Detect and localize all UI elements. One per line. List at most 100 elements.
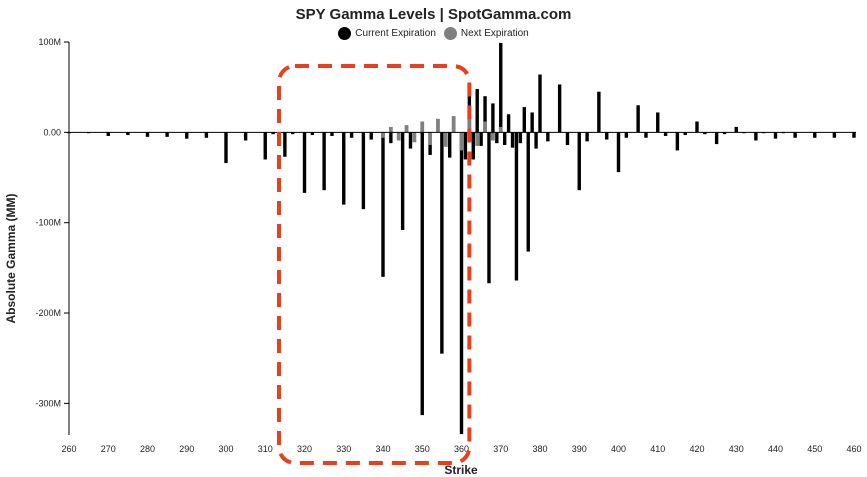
x-axis: 260 270 280 290 300 310 320 330 340 350 360 370 380 3… (61, 444, 861, 454)
current-expiration-bar (310, 132, 315, 136)
current-expiration-bar (369, 132, 373, 140)
current-expiration-bar (852, 132, 856, 138)
current-expiration-bar (734, 126, 738, 133)
current-expiration-bar (271, 132, 275, 135)
x-tick-label: 400 (611, 444, 626, 454)
current-expiration-bar (675, 132, 680, 151)
current-expiration-bar (495, 132, 499, 144)
legend-dot-icon (338, 27, 352, 40)
x-tick-label: 290 (179, 444, 194, 454)
y-tick-label: -100M (35, 218, 61, 228)
next-expiration-bar (420, 121, 425, 133)
current-expiration-bar (440, 132, 444, 354)
next-expiration-bar (483, 121, 487, 133)
next-expiration-bar (381, 132, 385, 138)
current-expiration-bar (636, 105, 640, 133)
current-expiration-bar (605, 132, 609, 140)
legend-label-current-expiration: Current Expiration (355, 28, 436, 39)
current-expiration-bar (479, 132, 483, 146)
current-expiration-bar (459, 132, 464, 435)
bars (67, 42, 856, 435)
x-tick-label: 440 (768, 444, 783, 454)
x-tick-label: 330 (336, 444, 351, 454)
current-expiration-bar (263, 132, 267, 160)
current-expiration-bar (400, 132, 405, 230)
current-expiration-bar (483, 96, 487, 133)
current-expiration-bar (656, 112, 660, 133)
x-tick-label: 450 (807, 444, 822, 454)
x-tick-label: 350 (415, 444, 430, 454)
legend-item-next-expiration[interactable]: Next Expiration (443, 27, 529, 40)
current-expiration-bar (487, 132, 491, 284)
x-tick-label: 300 (218, 444, 233, 454)
current-expiration-bar (408, 132, 413, 149)
current-expiration-bar (514, 132, 519, 281)
x-tick-label: 270 (101, 444, 116, 454)
current-expiration-bar (714, 132, 719, 145)
current-expiration-bar (624, 132, 629, 138)
current-expiration-bar (302, 132, 307, 193)
current-expiration-bar (703, 132, 707, 135)
current-expiration-bar (463, 132, 468, 160)
current-expiration-bar (565, 132, 570, 145)
next-expiration-bar (412, 132, 417, 143)
current-expiration-bar (616, 132, 621, 173)
next-expiration-bar (475, 132, 480, 146)
x-tick-label: 460 (846, 444, 861, 454)
next-expiration-bar (396, 132, 401, 141)
current-expiration-bar (754, 132, 758, 141)
x-tick-label: 390 (572, 444, 587, 454)
current-expiration-bar (538, 74, 542, 133)
x-tick-label: 280 (140, 444, 155, 454)
legend-item-current-expiration[interactable]: Current Expiration (338, 27, 436, 40)
current-expiration-bar (546, 132, 550, 142)
next-expiration-bar (459, 132, 464, 151)
x-tick-label: 320 (297, 444, 312, 454)
next-expiration-bar (451, 116, 456, 133)
current-expiration-bar (530, 112, 534, 133)
current-expiration-bar (502, 132, 507, 145)
current-expiration-bar (644, 132, 648, 138)
x-tick-label: 410 (650, 444, 665, 454)
current-expiration-bar (145, 132, 150, 137)
current-expiration-bar (499, 42, 503, 133)
x-tick-label: 260 (61, 444, 76, 454)
current-expiration-bar (283, 132, 287, 157)
current-expiration-bar (506, 114, 511, 133)
current-expiration-bar (832, 132, 837, 138)
current-expiration-bar (106, 132, 110, 136)
current-expiration-bar (534, 132, 538, 149)
y-tick-label: -200M (35, 308, 61, 318)
current-expiration-bar (448, 132, 452, 158)
x-tick-label: 380 (532, 444, 547, 454)
current-expiration-bar (585, 132, 589, 142)
legend-dot-icon (443, 27, 457, 40)
current-expiration-bar (773, 132, 778, 139)
current-expiration-bar (126, 132, 130, 136)
current-expiration-bar (695, 121, 699, 133)
current-expiration-bar (722, 132, 727, 135)
current-expiration-bar (381, 132, 385, 277)
next-expiration-bar (443, 132, 448, 147)
current-expiration-bar (420, 132, 424, 416)
current-expiration-bar (342, 132, 346, 205)
highlight-box (276, 64, 472, 465)
current-expiration-bar (291, 132, 295, 135)
current-expiration-bar (510, 132, 515, 148)
current-expiration-bar (243, 132, 248, 141)
current-expiration-bar (471, 132, 475, 160)
current-expiration-bar (349, 132, 354, 138)
y-tick-label: 100M (38, 37, 61, 47)
current-expiration-bar (518, 132, 523, 144)
current-expiration-bar (204, 132, 209, 138)
next-expiration-bar (428, 132, 432, 145)
current-expiration-bar (577, 132, 581, 191)
current-expiration-bar (522, 107, 526, 133)
chart-title: SPY Gamma Levels | SpotGamma.com (295, 6, 572, 23)
next-expiration-bar (467, 116, 472, 133)
current-expiration-bar (322, 132, 326, 191)
current-expiration-bar (491, 103, 495, 133)
x-axis-title: Strike (444, 463, 478, 477)
x-tick-label: 430 (729, 444, 744, 454)
